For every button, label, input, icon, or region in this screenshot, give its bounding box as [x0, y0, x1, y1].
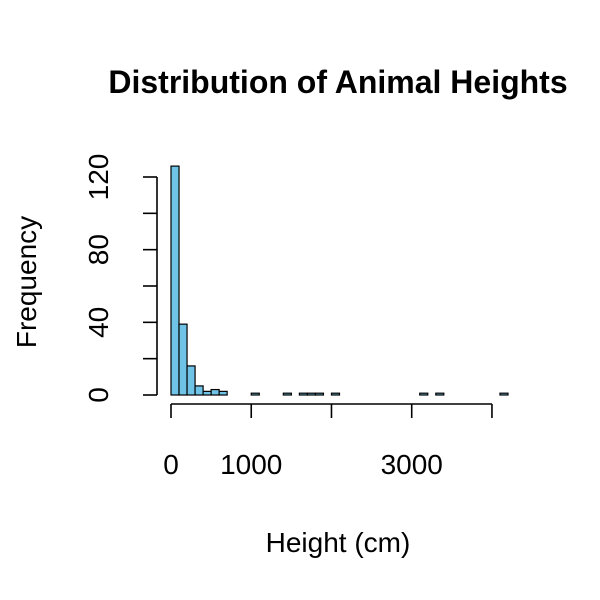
- x-tick-label: 1000: [220, 449, 282, 480]
- histogram-bar: [314, 392, 325, 396]
- histogram-bar: [250, 392, 260, 396]
- histogram-bar: [210, 388, 220, 396]
- x-axis: 0 1000 3000: [163, 403, 493, 480]
- histogram-bar: [178, 323, 188, 396]
- y-tick-label: 120: [83, 154, 114, 201]
- histogram-bar: [194, 385, 204, 396]
- histogram-bar: [218, 390, 228, 396]
- histogram-bar: [499, 392, 509, 396]
- histogram-bar: [202, 390, 212, 396]
- histogram-bar: [282, 392, 292, 396]
- y-tick-label: 0: [83, 387, 114, 403]
- y-axis-label: Frequency: [11, 216, 42, 348]
- x-tick-label: 0: [163, 449, 179, 480]
- histogram-bar: [419, 392, 429, 396]
- y-tick-label: 40: [83, 307, 114, 338]
- histogram-bar: [306, 392, 317, 396]
- x-axis-label: Height (cm): [266, 527, 411, 558]
- x-tick-label: 3000: [381, 449, 443, 480]
- histogram-bar: [330, 392, 341, 396]
- chart-title: Distribution of Animal Heights: [108, 64, 567, 100]
- y-tick-label: 80: [83, 234, 114, 265]
- histogram-bars: [170, 165, 509, 396]
- histogram-bar: [186, 365, 196, 396]
- histogram-bar: [435, 392, 445, 396]
- histogram-bar: [170, 165, 180, 396]
- y-axis: 0 40 80 120: [83, 154, 158, 403]
- histogram-bar: [298, 392, 309, 396]
